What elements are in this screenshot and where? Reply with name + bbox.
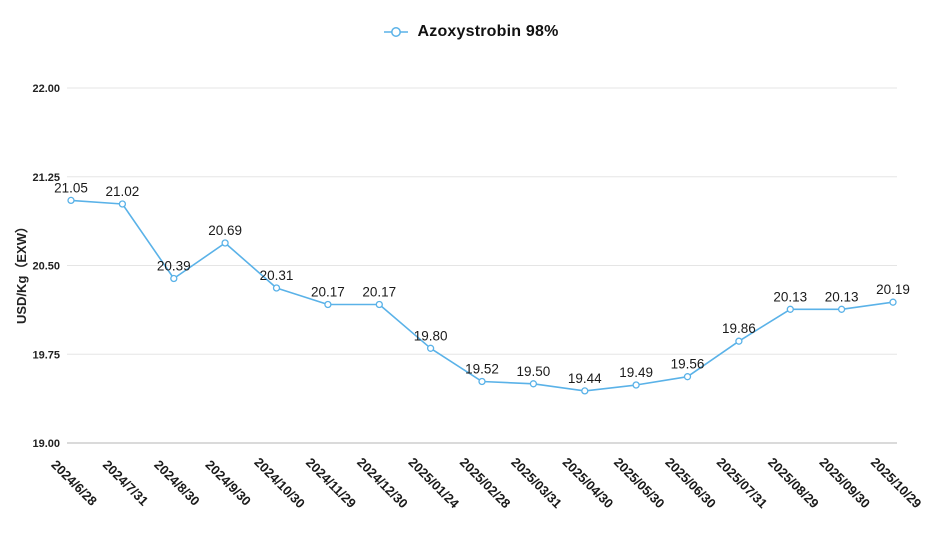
x-tick-label: 2024/9/30: [203, 457, 255, 509]
data-point-label: 20.17: [311, 285, 345, 300]
x-tick-label: 2025/10/29: [868, 455, 925, 512]
x-tick-label: 2025/04/30: [560, 455, 617, 512]
data-point-marker[interactable]: [632, 381, 640, 389]
x-tick-label: 2024/12/30: [354, 455, 411, 512]
x-tick-label: 2025/09/30: [816, 455, 873, 512]
data-point-marker[interactable]: [118, 200, 127, 208]
data-point-label: 20.39: [157, 259, 191, 274]
data-point-label: 20.31: [260, 268, 294, 283]
data-point-marker[interactable]: [170, 274, 178, 283]
x-tick-label: 2024/7/31: [100, 457, 152, 509]
data-point-label: 21.05: [54, 180, 88, 195]
data-point-marker[interactable]: [683, 373, 692, 381]
x-tick-label: 2025/06/30: [662, 455, 719, 512]
x-tick-label: 2024/6/28: [48, 457, 100, 509]
data-point-marker[interactable]: [324, 300, 332, 309]
data-point-marker[interactable]: [478, 377, 486, 386]
data-point-label: 20.17: [362, 285, 396, 300]
x-tick-label: 2025/02/28: [457, 455, 514, 512]
data-point-marker[interactable]: [67, 196, 75, 205]
data-point-label: 19.86: [722, 321, 756, 336]
data-point-label: 20.69: [208, 223, 242, 238]
x-tick-label: 2025/07/31: [714, 455, 771, 512]
legend-empty-circle: [391, 27, 402, 37]
y-tick-label: 20.50: [32, 261, 60, 273]
y-tick-label: 19.75: [32, 349, 60, 361]
x-tick-label: 2025/03/31: [508, 455, 565, 512]
data-point-label: 19.49: [619, 365, 653, 380]
data-point-label: 19.44: [568, 371, 602, 386]
legend-label: Azoxystrobin 98%: [417, 23, 559, 40]
data-point-marker[interactable]: [375, 300, 383, 309]
x-tick-label: 2024/10/30: [251, 455, 308, 512]
x-tick-label: 2025/08/29: [765, 455, 822, 512]
data-point-label: 21.02: [106, 184, 140, 199]
data-point-label: 20.13: [773, 289, 807, 304]
x-tick-label: 2024/8/30: [151, 457, 203, 509]
data-point-marker[interactable]: [426, 344, 435, 352]
x-tick-label: 2025/05/30: [611, 455, 668, 512]
x-tick-label: 2025/01/24: [405, 455, 462, 512]
data-point-label: 20.13: [825, 289, 859, 304]
data-point-marker[interactable]: [581, 387, 589, 395]
data-point-marker[interactable]: [786, 305, 794, 313]
data-point-label: 19.56: [671, 357, 705, 372]
data-point-marker[interactable]: [735, 337, 743, 345]
y-tick-label: 22.00: [32, 83, 60, 95]
data-point-label: 20.19: [876, 282, 910, 297]
data-point-marker[interactable]: [837, 305, 846, 313]
data-point-marker[interactable]: [529, 380, 538, 388]
chart-legend[interactable]: Azoxystrobin 98%: [0, 23, 942, 41]
data-point-marker[interactable]: [272, 284, 281, 292]
y-axis-title: USD/Kg（EXW）: [14, 220, 29, 324]
data-point-marker[interactable]: [221, 239, 229, 247]
legend-line-marker-icon: [384, 27, 409, 37]
data-point-label: 19.52: [465, 362, 499, 377]
data-point-marker[interactable]: [889, 298, 897, 306]
data-point-label: 19.80: [414, 328, 448, 343]
y-tick-label: 21.25: [32, 172, 60, 184]
x-tick-label: 2024/11/29: [303, 455, 359, 511]
data-point-label: 19.50: [517, 364, 551, 379]
y-tick-label: 19.00: [32, 438, 60, 450]
